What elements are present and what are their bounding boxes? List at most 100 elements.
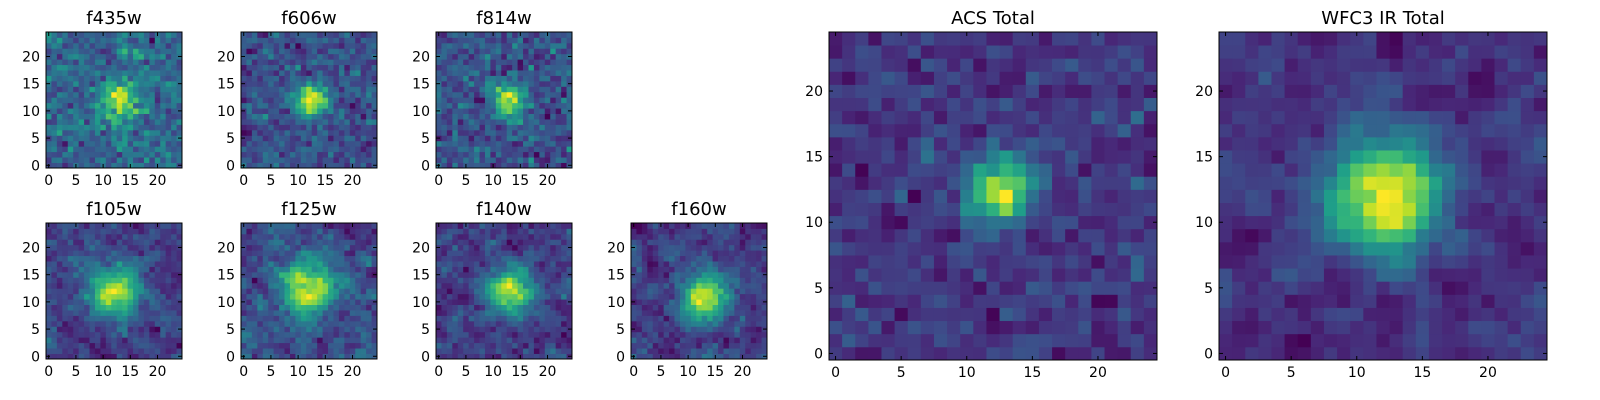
heatmap-cell [78,102,85,109]
heatmap-cell [89,299,96,305]
heatmap-cell [561,129,567,136]
heatmap-cell [517,70,524,76]
heatmap-cell [300,244,307,251]
heatmap-cell [490,108,497,114]
heatmap-cell [452,42,459,49]
heatmap-cell [855,294,869,308]
heatmap-cell [463,59,470,66]
heatmap-cell [138,288,145,295]
heatmap-cell [468,277,475,284]
heatmap-cell [718,288,724,295]
heatmap-cell [262,64,269,71]
heatmap-cell [94,108,101,114]
heatmap-cell [561,42,567,49]
heatmap-cell [273,97,280,104]
heatmap-cell [149,255,156,262]
heatmap-cell [533,348,540,354]
heatmap-cell [371,266,378,273]
heatmap-cell [62,146,69,153]
heatmap-cell [490,228,497,235]
heatmap-cell [241,310,247,316]
heatmap-cell [636,337,643,344]
heatmap-cell [696,337,703,344]
heatmap-cell [328,151,334,158]
heatmap-cell [289,70,296,76]
heatmap-cell [100,42,107,49]
heatmap-cell [344,97,351,104]
heatmap-cell [133,119,139,125]
heatmap-cell [750,326,757,333]
heatmap-cell [51,261,58,267]
heatmap-cell [138,91,145,98]
heatmap-cell [89,80,96,87]
heatmap-cell [484,151,491,158]
heatmap-cell [501,282,508,289]
heatmap-cell [517,140,524,147]
heatmap-cell [479,59,486,66]
heatmap-cell [894,241,909,256]
heatmap-cell [306,146,313,153]
heatmap-cell [165,282,172,289]
heatmap-cell [495,64,502,71]
heatmap-cell [251,70,258,76]
heatmap-cell [116,157,123,163]
heatmap-cell [512,331,518,338]
heatmap-cell [517,304,524,311]
heatmap-cell [734,266,741,273]
heatmap-cell [490,288,497,295]
heatmap-cell [56,129,63,136]
heatmap-cell [436,119,442,125]
heatmap-cell [517,119,524,125]
heatmap-cell [171,91,177,98]
heatmap-cell [728,255,735,262]
heatmap-cell [84,75,90,82]
heatmap-cell [349,337,356,344]
heatmap-cell [468,299,475,305]
heatmap-cell [127,326,134,333]
heatmap-cell [116,70,123,76]
heatmap-cell [669,250,675,257]
heatmap-cell [490,310,497,316]
heatmap-cell [495,348,502,354]
heatmap-cell [89,53,96,60]
heatmap-cell [84,102,90,109]
heatmap-cell [707,293,713,300]
heatmap-cell [474,277,480,284]
heatmap-cell [658,348,665,354]
heatmap-cell [360,223,367,229]
heatmap-cell [251,299,258,305]
heatmap-cell [171,75,177,82]
heatmap-cell [338,42,345,49]
heatmap-cell [855,215,869,230]
heatmap-cell [322,342,329,349]
heatmap-cell [999,320,1014,335]
heatmap-cell [446,250,453,257]
heatmap-cell [306,228,313,235]
heatmap-cell [881,241,895,256]
heatmap-cell [143,157,150,163]
heatmap-cell [311,293,318,300]
heatmap-cell [355,80,362,87]
heatmap-cell [512,233,518,240]
heatmap-cell [100,239,107,246]
heatmap-cell [517,228,524,235]
heatmap-cell [338,282,345,289]
heatmap-cell [67,244,74,251]
heatmap-cell [56,91,63,98]
heatmap-cell [317,151,323,158]
heatmap-cell [246,348,253,354]
heatmap-cell [501,129,508,136]
heatmap-cell [484,348,491,354]
heatmap-cell [484,233,491,240]
heatmap-cell [94,91,101,98]
heatmap-cell [761,228,768,235]
heatmap-cell [56,119,63,125]
heatmap-cell [349,315,356,322]
heatmap-cell [333,37,340,44]
heatmap-cell [685,337,692,344]
heatmap-cell [300,42,307,49]
heatmap-cell [51,342,58,349]
heatmap-cell [171,113,177,120]
heatmap-cell [317,64,323,71]
heatmap-cell [322,277,329,284]
